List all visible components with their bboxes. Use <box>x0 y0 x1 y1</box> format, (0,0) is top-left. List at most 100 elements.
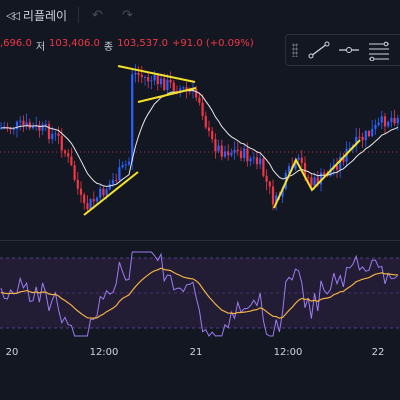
candle-body <box>287 166 291 173</box>
candle-body <box>377 122 380 126</box>
drawing-tools-panel <box>285 34 400 66</box>
candle-body <box>67 153 70 157</box>
candle-body <box>281 188 284 197</box>
candle-body <box>153 74 156 81</box>
candle-body <box>371 128 374 137</box>
candle-body <box>262 158 265 176</box>
candle-body <box>243 148 246 159</box>
candle-body <box>57 133 60 136</box>
candle-body <box>54 133 57 135</box>
candle-body <box>217 145 220 152</box>
fib-levels-icon[interactable] <box>368 41 390 61</box>
candle-body <box>275 195 278 205</box>
candle-body <box>140 74 143 77</box>
candle-body <box>310 177 313 186</box>
candle-body <box>303 162 307 178</box>
candle-body <box>358 136 361 138</box>
time-label-noon-2: 12:00 <box>273 347 303 358</box>
candle-body <box>92 199 95 202</box>
candle-body <box>230 152 233 156</box>
candle-body <box>121 164 124 168</box>
candle-body <box>22 120 25 126</box>
candle-body <box>252 157 255 159</box>
chart-canvas[interactable] <box>0 0 400 340</box>
candle-body <box>111 179 115 184</box>
candle-body <box>73 165 76 180</box>
candle-body <box>79 188 83 195</box>
time-axis[interactable]: 20 12:00 21 12:00 22 <box>0 342 400 362</box>
candle-body <box>297 157 300 160</box>
candle-body <box>15 121 19 130</box>
candle-body <box>3 126 6 128</box>
ohlc-legend: ,696.0 저 103,406.0 종 103,537.0 +91.0 (+0… <box>0 38 254 53</box>
candle-body <box>227 151 230 156</box>
candle-body <box>383 116 387 127</box>
trend-line-1[interactable] <box>83 171 139 216</box>
candle-body <box>246 148 249 162</box>
candle-body <box>150 80 153 82</box>
candle-body <box>99 188 102 198</box>
candle-body <box>118 167 121 181</box>
time-label-day22: 22 <box>371 347 385 358</box>
replay-button[interactable]: ◁◁ 리플레이 <box>6 7 67 24</box>
low-value: 103,406.0 <box>49 38 100 49</box>
candle-body <box>41 124 44 131</box>
candle-body <box>319 172 323 185</box>
candle-body <box>390 117 393 122</box>
candle-body <box>102 188 105 196</box>
candle-body <box>294 159 297 169</box>
candle-body <box>348 148 351 150</box>
redo-icon[interactable]: ↷ <box>122 8 133 23</box>
candles-group <box>0 64 399 212</box>
candle-body <box>201 102 204 116</box>
candle-body <box>198 97 201 103</box>
candle-body <box>313 177 316 186</box>
candle-body <box>108 183 111 190</box>
time-label-noon-1: 12:00 <box>89 347 119 358</box>
candle-body <box>163 78 166 90</box>
candle-body <box>374 125 377 129</box>
candle-body <box>19 120 22 122</box>
candle-body <box>204 115 207 128</box>
trend-drawings[interactable] <box>83 65 361 216</box>
candle-body <box>169 79 172 83</box>
candle-body <box>239 151 243 159</box>
pane-divider[interactable] <box>0 240 400 241</box>
candle-body <box>367 131 371 137</box>
candle-body <box>12 129 15 131</box>
candle-body <box>76 179 79 189</box>
grip-icon[interactable] <box>292 43 298 57</box>
undo-icon[interactable]: ↶ <box>92 8 103 23</box>
candle-body <box>147 76 150 82</box>
trend-line-3[interactable] <box>137 87 197 103</box>
candle-body <box>300 157 303 163</box>
trend-line-icon[interactable] <box>308 41 330 59</box>
candle-body <box>342 157 345 162</box>
candle-body <box>265 175 268 182</box>
candle-body <box>380 116 383 123</box>
candle-body <box>387 121 390 127</box>
candle-body <box>134 72 137 75</box>
rewind-icon: ◁◁ <box>6 8 20 22</box>
candle-body <box>9 128 12 130</box>
zigzag-drawing[interactable] <box>273 139 361 209</box>
candle-body <box>249 158 252 162</box>
candle-body <box>195 89 198 98</box>
candle-body <box>182 87 185 89</box>
moving-average-line <box>0 89 399 187</box>
horizontal-ray-icon[interactable] <box>338 41 360 59</box>
candle-body <box>233 149 236 153</box>
candle-body <box>191 89 195 91</box>
candle-body <box>89 199 92 210</box>
close-label: 종 <box>103 42 114 53</box>
change-value: +91.0 (+0.09%) <box>172 38 254 49</box>
candle-body <box>335 165 339 170</box>
candle-body <box>105 189 108 196</box>
candle-body <box>185 87 188 91</box>
trend-line-2[interactable] <box>117 65 196 83</box>
candle-body <box>393 117 396 124</box>
candle-body <box>95 197 99 202</box>
candle-body <box>220 145 223 157</box>
candle-body <box>86 203 89 210</box>
candle-body <box>47 124 51 140</box>
